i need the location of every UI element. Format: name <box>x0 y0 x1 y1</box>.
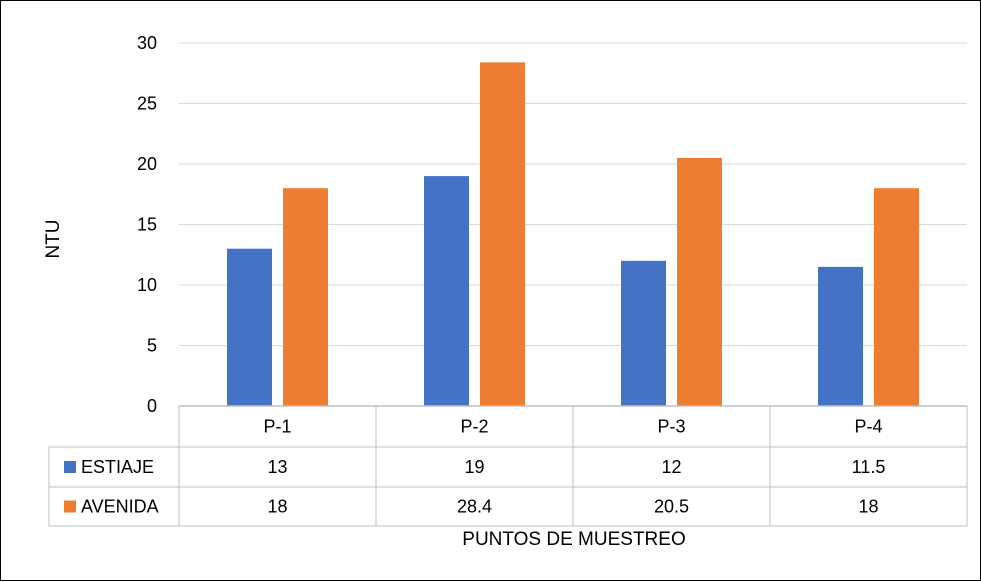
table-value: 11.5 <box>852 457 886 477</box>
table-value: 13 <box>267 457 287 477</box>
x-tick-label: P-3 <box>657 417 685 437</box>
table-value: 19 <box>464 457 484 477</box>
y-tick-label: 20 <box>137 154 157 174</box>
x-axis-title: PUNTOS DE MUESTREO <box>462 529 685 550</box>
y-tick-label: 5 <box>147 336 157 356</box>
y-tick-label: 10 <box>137 275 157 295</box>
legend-label: AVENIDA <box>81 497 159 517</box>
table-value: 18 <box>267 497 287 517</box>
y-tick-label: 25 <box>137 94 157 114</box>
table-value: 28.4 <box>457 497 492 517</box>
bars <box>227 62 919 407</box>
bar-avenida-p-4 <box>874 188 919 406</box>
data-table: P-1 P-2 P-3 P-4 ESTIAJE 13 19 12 11.5 AVENIDA 18 28… <box>48 405 968 527</box>
legend-key-estiaje <box>64 461 76 473</box>
legend-key-avenida <box>64 500 76 513</box>
legend-label: ESTIAJE <box>81 457 154 477</box>
x-tick-label: P-4 <box>854 417 882 437</box>
table-value: 18 <box>858 497 878 517</box>
bar-estiaje-p-4 <box>818 266 863 406</box>
bar-estiaje-p-1 <box>227 248 272 406</box>
bar-avenida-p-3 <box>677 157 722 406</box>
y-tick-label: 15 <box>137 215 157 235</box>
x-tick-label: P-1 <box>263 417 291 437</box>
bar-estiaje-p-3 <box>621 260 666 406</box>
y-axis-title: NTU <box>43 219 64 258</box>
y-tick-label: 0 <box>147 396 157 416</box>
table-value: 20.5 <box>654 497 689 517</box>
bar-avenida-p-2 <box>480 62 525 407</box>
x-tick-label: P-2 <box>460 417 488 437</box>
y-tick-label: 30 <box>137 33 157 53</box>
table-value: 12 <box>661 457 681 477</box>
bar-avenida-p-1 <box>283 188 328 406</box>
y-axis-tick-labels: 0 5 10 15 20 25 30 <box>137 33 157 416</box>
bar-estiaje-p-2 <box>424 176 469 406</box>
